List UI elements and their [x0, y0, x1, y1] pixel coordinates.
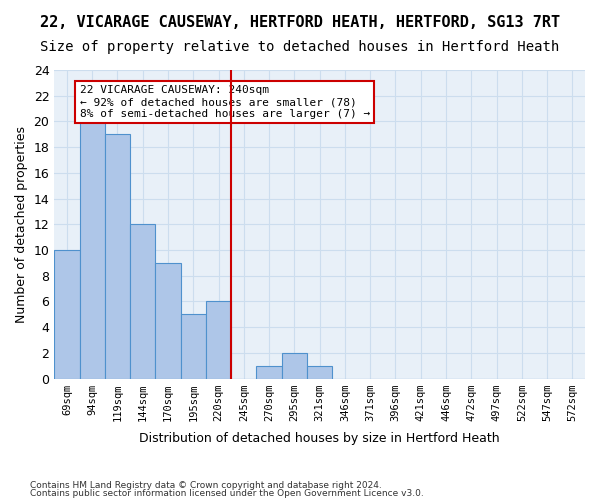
Bar — [206, 302, 231, 378]
Y-axis label: Number of detached properties: Number of detached properties — [15, 126, 28, 323]
Text: 22 VICARAGE CAUSEWAY: 240sqm
← 92% of detached houses are smaller (78)
8% of sem: 22 VICARAGE CAUSEWAY: 240sqm ← 92% of de… — [80, 86, 370, 118]
Bar — [256, 366, 282, 378]
Text: Contains public sector information licensed under the Open Government Licence v3: Contains public sector information licen… — [30, 488, 424, 498]
Text: Contains HM Land Registry data © Crown copyright and database right 2024.: Contains HM Land Registry data © Crown c… — [30, 481, 382, 490]
Bar — [130, 224, 155, 378]
Text: 22, VICARAGE CAUSEWAY, HERTFORD HEATH, HERTFORD, SG13 7RT: 22, VICARAGE CAUSEWAY, HERTFORD HEATH, H… — [40, 15, 560, 30]
Bar — [105, 134, 130, 378]
Bar — [54, 250, 80, 378]
Bar — [307, 366, 332, 378]
Bar — [80, 122, 105, 378]
Bar — [181, 314, 206, 378]
X-axis label: Distribution of detached houses by size in Hertford Heath: Distribution of detached houses by size … — [139, 432, 500, 445]
Text: Size of property relative to detached houses in Hertford Heath: Size of property relative to detached ho… — [40, 40, 560, 54]
Bar — [155, 263, 181, 378]
Bar — [282, 353, 307, 378]
